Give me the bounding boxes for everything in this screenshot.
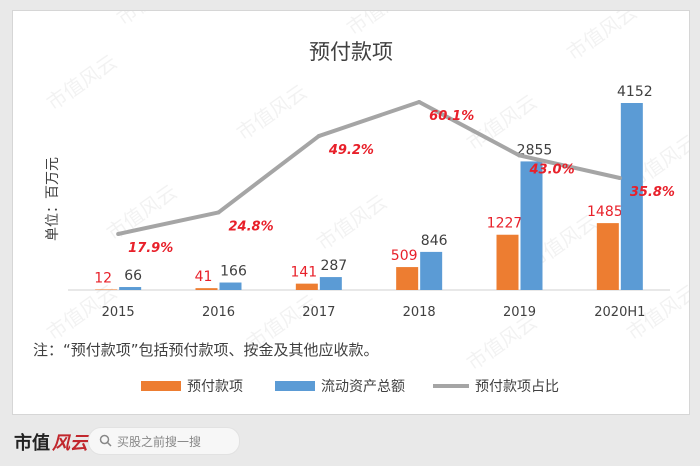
x-tick-label: 2017	[302, 305, 335, 320]
bar-prepayment	[496, 234, 519, 290]
ratio-data-label: 17.9%	[128, 241, 173, 256]
watermark-text: 市值风云	[342, 11, 421, 40]
legend-swatch	[141, 381, 181, 391]
watermark-text: 市值风云	[562, 11, 641, 65]
watermark-text: 市值风云	[312, 190, 391, 256]
bar-data-label: 12	[94, 270, 112, 286]
footer-bar: 市值 风云 买股之前搜一搜	[0, 418, 700, 466]
ratio-point	[417, 99, 422, 104]
ratio-data-label: 43.0%	[529, 162, 575, 177]
brand-logo[interactable]: 市值 风云	[14, 429, 88, 455]
bar-current-assets	[219, 282, 242, 290]
brand-name: 市值	[14, 433, 50, 454]
bar-data-label: 2855	[517, 142, 553, 158]
x-tick-label: 2020H1	[594, 305, 645, 320]
bar-data-label: 4152	[617, 84, 653, 100]
bar-prepayment	[396, 267, 419, 290]
search-placeholder: 买股之前搜一搜	[117, 435, 202, 449]
watermark-text: 市值风云	[42, 50, 121, 116]
bar-prepayment	[195, 288, 218, 290]
legend-label: 预付款项	[187, 379, 243, 395]
bar-current-assets	[420, 251, 443, 290]
bar-data-label: 509	[391, 248, 418, 264]
bar-data-label: 1485	[587, 204, 623, 220]
x-tick-label: 2016	[202, 305, 235, 320]
watermark-text: 市值风云	[112, 11, 191, 30]
bar-data-label: 41	[195, 269, 213, 285]
y-axis-label: 单位：百万元	[45, 157, 61, 241]
x-tick-label: 2019	[503, 305, 536, 320]
bar-data-label: 846	[421, 233, 448, 249]
brand-script: 风云	[52, 433, 88, 454]
ratio-data-label: 49.2%	[328, 143, 374, 158]
bar-prepayment	[295, 283, 318, 290]
ratio-data-label: 24.8%	[229, 219, 274, 234]
bar-current-assets	[319, 277, 342, 290]
legend-label: 预付款项占比	[475, 379, 559, 395]
chart-title: 预付款项	[309, 40, 393, 64]
bar-data-label: 287	[320, 258, 347, 274]
x-tick-label: 2018	[403, 305, 436, 320]
ratio-point	[617, 175, 622, 180]
bar-current-assets	[520, 161, 543, 290]
bar-prepayment	[596, 223, 619, 290]
ratio-point	[216, 210, 221, 215]
bar-prepayment	[95, 289, 118, 290]
bar-current-assets	[620, 103, 643, 290]
legend-swatch	[275, 381, 315, 391]
watermark-text: 市值风云	[232, 80, 311, 146]
ratio-point	[517, 153, 522, 158]
ratio-data-label: 60.1%	[429, 109, 474, 124]
ratio-data-label: 35.8%	[630, 185, 675, 200]
bar-current-assets	[119, 287, 142, 290]
ratio-point	[316, 134, 321, 139]
bar-data-label: 66	[124, 268, 142, 284]
search-icon	[99, 434, 112, 447]
chart-card: 市值风云 市值风云 市值风云 市值风云 市值风云 市值风云 市值风云 市值风云 市值风云 市值风云…	[12, 10, 690, 415]
bar-data-label: 166	[220, 264, 247, 280]
watermark-text: 市值风云	[102, 180, 181, 246]
legend-label: 流动资产总额	[321, 379, 405, 395]
ratio-point	[116, 231, 121, 236]
ratio-line	[117, 99, 621, 236]
bar-data-label: 1227	[487, 216, 523, 232]
bar-data-label: 141	[290, 265, 317, 281]
search-box[interactable]: 买股之前搜一搜	[88, 427, 240, 455]
chart-note: 注：“预付款项”包括预付款项、按金及其他应收款。	[33, 341, 379, 359]
x-tick-label: 2015	[102, 305, 135, 320]
